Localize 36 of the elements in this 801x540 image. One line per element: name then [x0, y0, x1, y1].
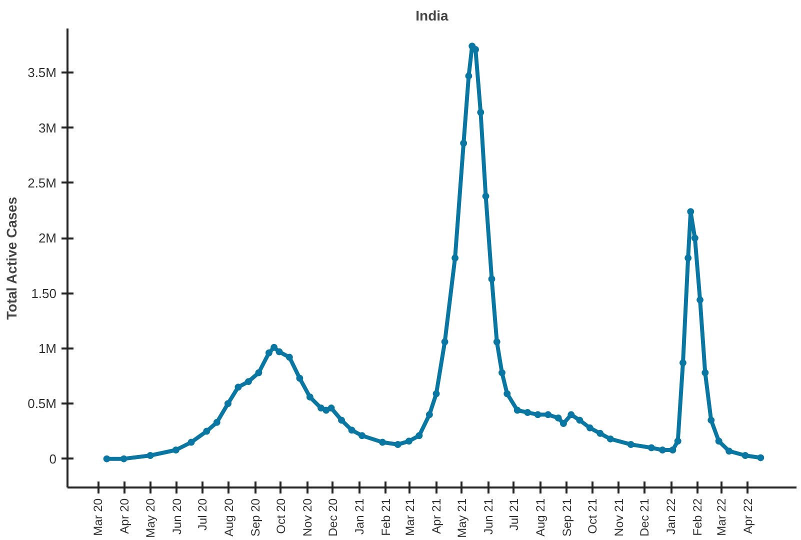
- x-tick-label: Aug 20: [222, 498, 236, 537]
- x-tick-label: Jun 21: [481, 498, 496, 535]
- x-tick-label: Nov 21: [612, 498, 626, 537]
- y-tick-label: 3M: [38, 120, 57, 136]
- y-tick-label: 0: [49, 451, 57, 466]
- y-tick-label: 3.5M: [28, 65, 57, 80]
- x-tick-label: Aug 21: [533, 498, 548, 537]
- x-tick-label: Nov 20: [300, 498, 314, 537]
- x-tick-label: Jan 21: [352, 498, 366, 535]
- x-tick-label: Mar 21: [402, 498, 417, 536]
- x-tick-label: Mar 20: [91, 498, 106, 536]
- x-tick-label: Mar 22: [714, 498, 728, 536]
- y-axis-title: Total Active Cases: [4, 196, 20, 320]
- x-tick-label: May 20: [143, 498, 158, 538]
- chart-title: India: [416, 8, 449, 24]
- x-tick-label: Apr 20: [118, 498, 132, 534]
- x-tick-label: Jul 21: [506, 498, 521, 531]
- x-tick-label: Apr 21: [429, 498, 444, 534]
- x-tick-label: Feb 21: [378, 498, 393, 536]
- x-tick-label: Jul 20: [195, 498, 210, 531]
- x-tick-label: Oct 20: [274, 498, 288, 534]
- x-tick-label: Jan 22: [664, 498, 678, 535]
- y-tick-label: 1M: [38, 340, 57, 356]
- x-tick-label: Jun 20: [170, 498, 184, 535]
- y-tick-label: 0.5M: [28, 396, 57, 412]
- y-tick-label: 1.50: [31, 286, 57, 301]
- x-tick-label: Apr 22: [740, 498, 755, 534]
- x-tick-label: Sep 21: [560, 498, 574, 537]
- y-tick-label: 2.5M: [28, 175, 57, 190]
- x-tick-label: Oct 21: [585, 498, 600, 534]
- x-tick-label: Sep 20: [248, 498, 262, 537]
- x-tick-label: Dec 21: [638, 498, 652, 537]
- x-tick-label: May 21: [454, 498, 469, 538]
- x-tick-label: Feb 22: [690, 498, 704, 536]
- y-tick-label: 2M: [38, 230, 57, 246]
- x-tick-label: Dec 20: [326, 498, 340, 537]
